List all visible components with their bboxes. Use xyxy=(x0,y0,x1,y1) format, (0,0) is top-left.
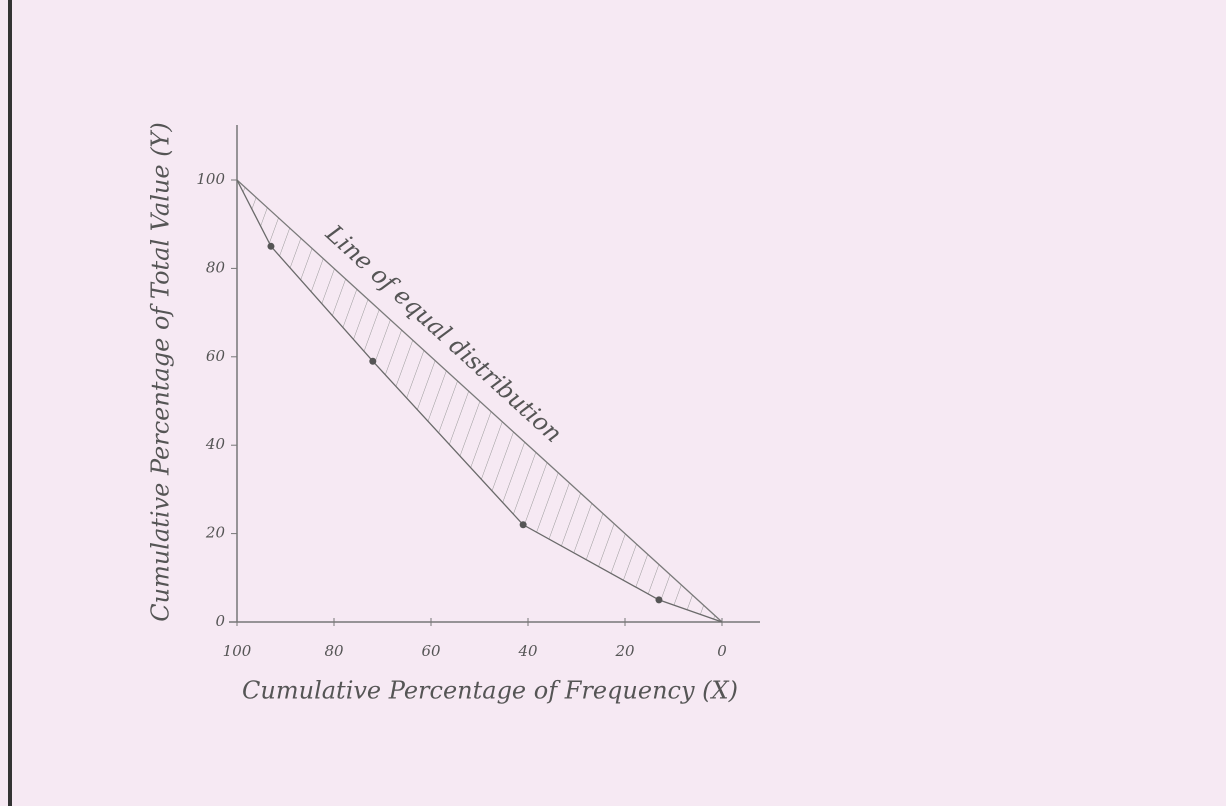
series-line xyxy=(236,179,723,623)
data-point xyxy=(519,521,527,529)
data-point xyxy=(655,596,663,604)
x-tick-label: 0 xyxy=(717,642,727,660)
x-axis-label: Cumulative Percentage of Frequency (X) xyxy=(242,677,738,705)
x-tick-label: 40 xyxy=(517,642,538,660)
y-tick-label: 80 xyxy=(206,258,226,276)
y-tick-label: 20 xyxy=(205,524,226,542)
y-axis-label: Cumulative Percentage of Total Value (Y) xyxy=(147,122,175,622)
data-point xyxy=(267,242,275,250)
y-tick-label: 0 xyxy=(215,612,225,630)
y-tick-label: 40 xyxy=(205,435,226,453)
y-tick-label: 60 xyxy=(206,347,226,365)
series-line xyxy=(236,179,723,623)
x-tick-label: 80 xyxy=(324,642,344,660)
y-tick-label: 100 xyxy=(196,170,225,188)
x-tick-label: 60 xyxy=(421,642,441,660)
x-tick-label: 100 xyxy=(223,642,252,660)
data-point xyxy=(369,357,377,365)
x-tick-label: 20 xyxy=(614,642,635,660)
